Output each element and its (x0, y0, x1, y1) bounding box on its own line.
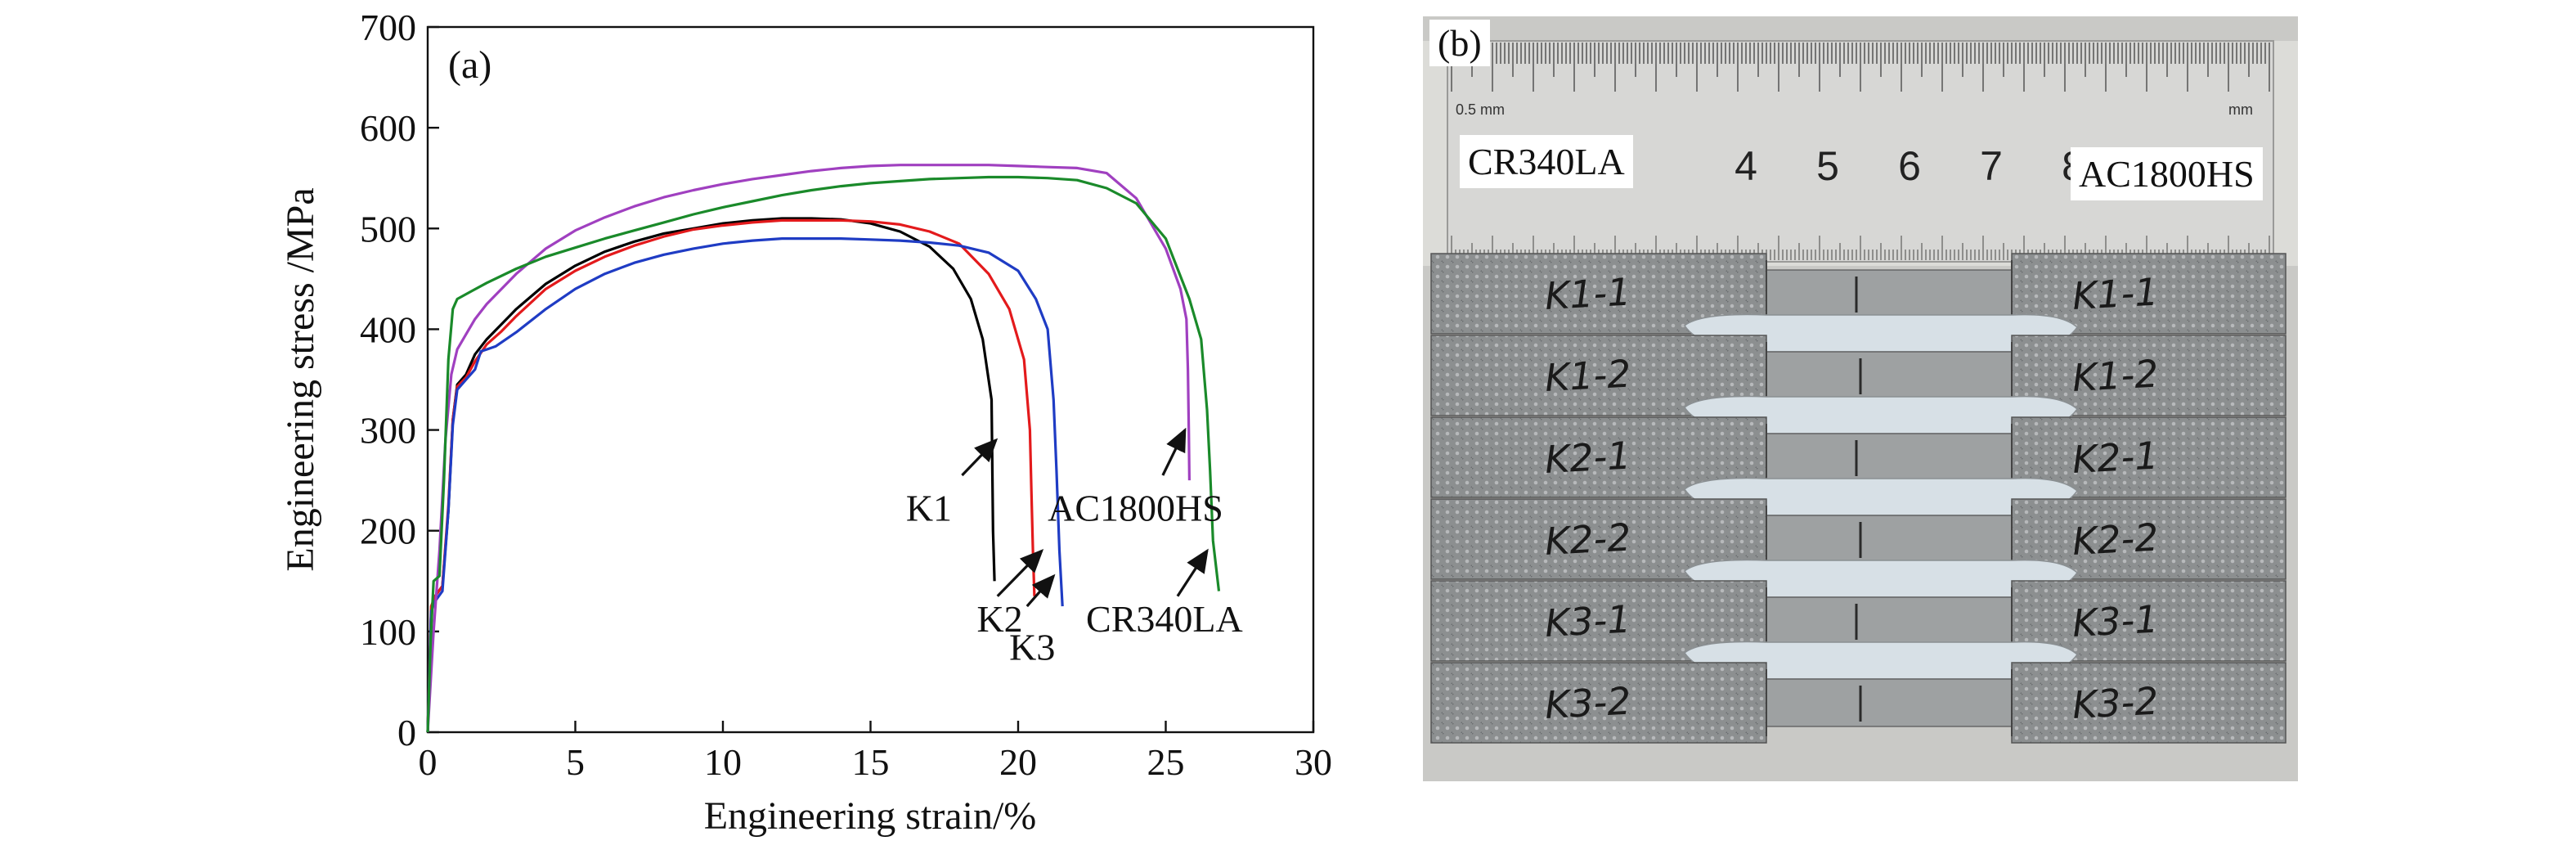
ruler-numbers: 45678 (1735, 143, 2085, 189)
specimen-gauge (1766, 596, 2013, 645)
specimen-mark-left: K1-1 (1544, 270, 1632, 318)
specimen-mark-right: K3-1 (2071, 597, 2160, 645)
x-tick-label: 15 (852, 741, 890, 783)
series-line-ac1800hs (426, 164, 1191, 733)
y-axis-label: Engineering stress /MPa (279, 187, 322, 571)
annotation-arrow (1025, 573, 1056, 608)
x-axis-label: Engineering strain/% (704, 794, 1037, 838)
x-tick-label: 10 (704, 741, 742, 783)
series-line-cr340la (426, 175, 1221, 733)
specimen-mark-right: K1-2 (2071, 352, 2160, 400)
specimen-mark-right: K3-2 (2071, 679, 2160, 727)
annotation-label: AC1800HS (1048, 487, 1223, 528)
annotation-label: K2 (976, 598, 1022, 640)
annotation-arrow (996, 549, 1044, 597)
photo-panel-label-b: (b) (1429, 20, 1490, 66)
panel-label-a: (a) (448, 43, 491, 87)
annotation-label: CR340LA (1086, 598, 1243, 640)
specimen-mark-left: K2-2 (1544, 515, 1632, 564)
y-tick-label: 300 (360, 410, 416, 452)
specimen-mark-left: K3-1 (1544, 597, 1632, 645)
ruler-ticks (1451, 43, 2270, 260)
specimen-mark-right: K1-1 (2071, 270, 2160, 318)
annotation-arrow (1161, 427, 1187, 476)
series-lines (426, 164, 1221, 733)
specimen-photo: 45678 0.5 mm mm K1-1K1-1K1-2K1-2K2-1K2-1… (1423, 16, 2298, 781)
ruler-unit-right: mm (2228, 101, 2253, 118)
photo-label-left: CR340LA (1460, 135, 1633, 188)
specimen-mark-right: K2-2 (2071, 515, 2160, 564)
x-tick-label: 25 (1147, 741, 1185, 783)
annotation-label: K1 (906, 487, 952, 528)
x-tick-label: 0 (419, 741, 438, 783)
specimen-grip-right (2011, 662, 2287, 744)
series-line-k2 (426, 218, 1036, 733)
annotation-label: K3 (1009, 626, 1055, 668)
specimen-mark-left: K1-2 (1544, 352, 1632, 400)
y-tick-label: 700 (360, 7, 416, 48)
specimen-mark-right: K2-1 (2071, 434, 2160, 482)
specimen-markings: K1-1 K1-1 K1-2 K1-2 K2-1 K2-1 K2-2 K2-2 K3-1 K3-1… (1544, 270, 2160, 727)
ruler-number: 5 (1816, 143, 1839, 189)
specimen-grip-left (1430, 662, 1767, 744)
specimen-mark-left: K3-2 (1544, 679, 1632, 727)
x-tick-label: 30 (1295, 741, 1332, 783)
y-tick-label: 400 (360, 308, 416, 350)
specimen-gauge (1766, 678, 2013, 727)
ruler-number: 4 (1735, 143, 1757, 189)
specimen-mark-left: K2-1 (1544, 434, 1632, 482)
photo-label-right: AC1800HS (2071, 147, 2263, 200)
annotation-arrow (1176, 548, 1209, 597)
series-line-k3 (426, 237, 1064, 733)
specimen-strips (1430, 253, 2287, 744)
ruler-unit-left: 0.5 mm (1456, 101, 1505, 118)
y-tick-label: 0 (397, 712, 416, 753)
specimen-gauge (1766, 433, 2013, 482)
annotation-arrow (961, 438, 999, 477)
specimen-gauge (1766, 269, 2013, 318)
y-tick-label: 200 (360, 510, 416, 552)
x-tick-label: 20 (999, 741, 1037, 783)
y-tick-label: 500 (360, 208, 416, 250)
series-line-k1 (426, 217, 996, 733)
ruler-number: 7 (1980, 143, 2003, 189)
specimen-gauge (1766, 351, 2013, 400)
specimen-photo-panel: 45678 0.5 mm mm K1-1K1-1K1-2K1-2K2-1K2-1… (1423, 16, 2298, 781)
specimen-gauge (1766, 515, 2013, 564)
ruler-number: 6 (1898, 143, 1921, 189)
y-tick-label: 100 (360, 611, 416, 653)
x-tick-label: 5 (566, 741, 585, 783)
y-tick-label: 600 (360, 107, 416, 149)
